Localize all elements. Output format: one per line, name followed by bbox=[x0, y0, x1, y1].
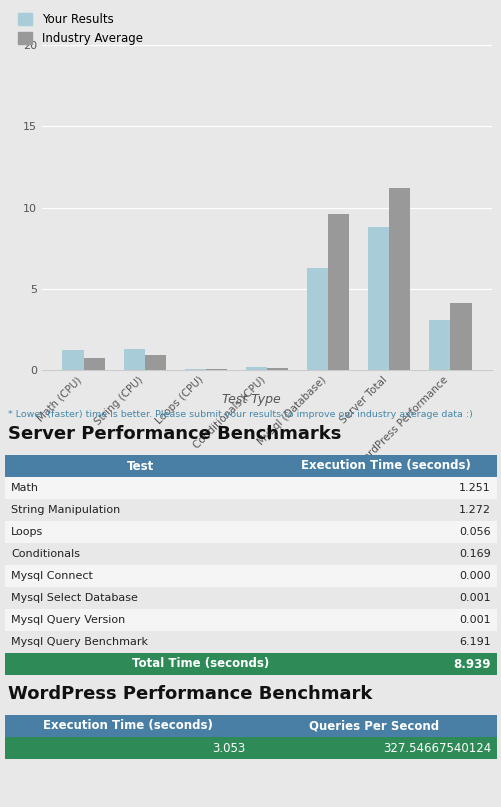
Text: Loops: Loops bbox=[11, 527, 43, 537]
Legend: Your Results, Industry Average: Your Results, Industry Average bbox=[16, 11, 145, 48]
Bar bbox=[367, 227, 388, 370]
Text: 3.053: 3.053 bbox=[211, 742, 244, 755]
Bar bbox=[245, 367, 267, 370]
Bar bbox=[328, 214, 349, 370]
Bar bbox=[449, 303, 470, 370]
Text: Queries Per Second: Queries Per Second bbox=[308, 720, 438, 733]
Text: 0.000: 0.000 bbox=[458, 571, 490, 581]
Text: 0.001: 0.001 bbox=[458, 615, 490, 625]
Text: Mysql Query Version: Mysql Query Version bbox=[11, 615, 125, 625]
Bar bbox=[428, 320, 449, 370]
Bar bbox=[205, 369, 227, 370]
Text: Test: Test bbox=[126, 459, 154, 473]
Bar bbox=[123, 349, 145, 370]
Bar bbox=[388, 188, 410, 370]
Bar bbox=[267, 368, 288, 370]
Text: 0.001: 0.001 bbox=[458, 593, 490, 603]
Bar bbox=[145, 354, 166, 370]
Text: WordPress Performance Benchmark: WordPress Performance Benchmark bbox=[8, 685, 372, 703]
Text: * Lower (faster) time is better. Please submit your results to improve our indus: * Lower (faster) time is better. Please … bbox=[8, 410, 472, 419]
Text: Execution Time (seconds): Execution Time (seconds) bbox=[301, 459, 470, 473]
Text: Mysql Connect: Mysql Connect bbox=[11, 571, 93, 581]
Text: Server Performance Benchmarks: Server Performance Benchmarks bbox=[8, 425, 341, 443]
Text: Total Time (seconds): Total Time (seconds) bbox=[132, 658, 269, 671]
Text: Mysql Select Database: Mysql Select Database bbox=[11, 593, 138, 603]
Text: 0.056: 0.056 bbox=[458, 527, 490, 537]
Text: 8.939: 8.939 bbox=[452, 658, 490, 671]
Text: Conditionals: Conditionals bbox=[11, 549, 80, 559]
Bar bbox=[184, 369, 205, 370]
Text: 1.251: 1.251 bbox=[458, 483, 490, 493]
Text: Mysql Query Benchmark: Mysql Query Benchmark bbox=[11, 637, 148, 647]
Text: String Manipulation: String Manipulation bbox=[11, 505, 120, 515]
Text: Test Type: Test Type bbox=[221, 393, 280, 406]
Bar bbox=[84, 358, 105, 370]
Text: 1.272: 1.272 bbox=[458, 505, 490, 515]
Text: 327.54667540124: 327.54667540124 bbox=[382, 742, 490, 755]
Text: 0.169: 0.169 bbox=[458, 549, 490, 559]
Bar bbox=[306, 268, 328, 370]
Text: 6.191: 6.191 bbox=[458, 637, 490, 647]
Text: Execution Time (seconds): Execution Time (seconds) bbox=[43, 720, 212, 733]
Text: Math: Math bbox=[11, 483, 39, 493]
Bar bbox=[62, 349, 84, 370]
